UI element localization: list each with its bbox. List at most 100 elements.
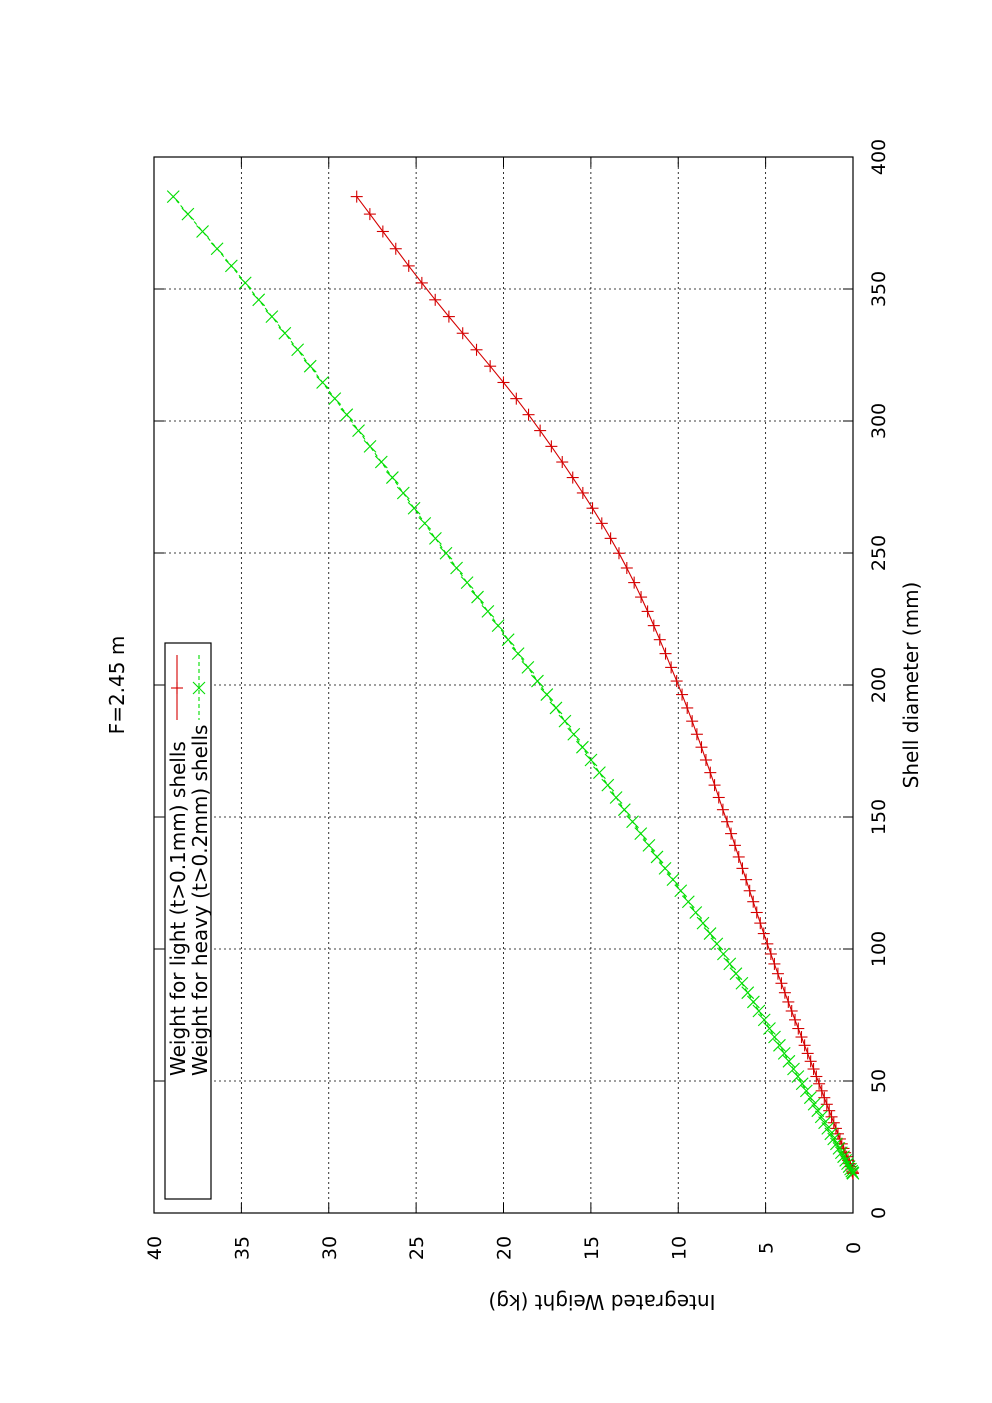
marker-stroke	[807, 1097, 821, 1111]
marker-stroke	[741, 986, 755, 1000]
data-point	[681, 895, 695, 909]
marker-stroke	[439, 546, 453, 560]
y-tick-label: 10	[668, 1236, 690, 1260]
data-point	[659, 647, 672, 660]
data-point	[842, 1160, 856, 1173]
data-point	[732, 850, 745, 863]
data-point	[803, 1091, 817, 1105]
data-point	[278, 326, 292, 340]
marker-stroke	[238, 276, 252, 290]
data-point	[665, 661, 678, 674]
marker-stroke	[192, 681, 206, 695]
y-tick-label: 0	[843, 1242, 865, 1254]
data-point	[754, 917, 767, 930]
data-point	[676, 688, 689, 701]
marker-stroke	[303, 359, 317, 373]
marker-stroke	[265, 310, 279, 323]
data-point	[814, 1110, 828, 1124]
data-point	[316, 376, 330, 389]
data-point	[752, 1004, 766, 1018]
data-point	[620, 561, 633, 574]
data-point	[841, 1157, 854, 1171]
data-point	[460, 576, 474, 589]
data-point	[695, 741, 708, 754]
x-axis-label: Shell diameter (mm)	[899, 582, 923, 789]
data-point	[511, 647, 525, 661]
marker-stroke	[799, 1084, 813, 1098]
data-point	[717, 947, 730, 961]
y-tick-label: 35	[231, 1236, 253, 1260]
x-tick-labels: 0 50 100 150 200 250 300 350 400	[868, 139, 890, 1219]
data-point	[761, 937, 774, 950]
data-point	[641, 605, 654, 618]
data-point	[442, 310, 455, 323]
data-point	[593, 766, 606, 780]
data-point	[689, 906, 703, 919]
marker-stroke	[252, 293, 266, 307]
x-tick-label: 0	[868, 1207, 890, 1219]
marker-stroke	[795, 1077, 809, 1091]
data-point	[740, 873, 753, 886]
data-point	[210, 242, 224, 256]
marker-stroke	[558, 714, 572, 728]
data-point	[696, 916, 710, 930]
marker-stroke	[291, 343, 305, 357]
data-point	[823, 1104, 836, 1117]
data-point	[728, 839, 741, 852]
marker-stroke	[617, 803, 631, 817]
data-point	[710, 937, 724, 951]
data-point	[456, 327, 469, 340]
marker-stroke	[729, 967, 743, 981]
data-point	[795, 1031, 808, 1044]
data-point	[804, 1055, 817, 1068]
data-point	[407, 501, 421, 515]
data-point	[470, 343, 483, 356]
data-point	[181, 207, 195, 221]
data-point	[801, 1047, 814, 1060]
marker-stroke	[689, 906, 703, 919]
data-point	[481, 605, 495, 618]
data-point	[650, 850, 664, 864]
data-point	[792, 1022, 805, 1035]
data-point	[750, 906, 763, 919]
data-point	[586, 502, 599, 515]
marker-stroke	[181, 207, 195, 221]
marker-stroke	[481, 605, 495, 618]
data-point	[807, 1097, 821, 1111]
data-point	[558, 714, 572, 728]
data-point	[418, 516, 432, 530]
data-point	[757, 1013, 771, 1027]
marker-stroke	[818, 1116, 831, 1130]
x-tick-label: 350	[868, 271, 890, 307]
data-point	[374, 455, 388, 469]
marker-stroke	[777, 1047, 791, 1060]
data-point	[818, 1091, 831, 1104]
y-tick-label: 40	[144, 1236, 166, 1260]
marker-stroke	[773, 1038, 786, 1052]
chart-title: F=2.45 m	[105, 636, 129, 735]
data-point	[811, 1104, 825, 1118]
data-point	[491, 619, 505, 633]
marker-stroke	[374, 455, 388, 469]
marker-stroke	[609, 791, 623, 804]
grid-lines	[154, 157, 853, 1213]
data-point	[813, 1077, 826, 1090]
legend-sample-marker	[171, 682, 183, 694]
marker-stroke	[723, 957, 737, 971]
data-point	[626, 815, 639, 829]
data-point	[820, 1098, 833, 1111]
data-point	[328, 392, 342, 406]
data-point	[635, 591, 648, 604]
data-point	[741, 986, 755, 1000]
marker-stroke	[658, 861, 672, 875]
x-tick-label: 100	[868, 931, 890, 967]
data-point	[686, 715, 699, 728]
marker-stroke	[839, 1153, 853, 1167]
marker-stroke	[696, 916, 710, 930]
data-point	[674, 884, 688, 898]
data-point	[747, 895, 760, 908]
y-tick-label: 30	[319, 1236, 341, 1260]
legend-sample-marker	[192, 681, 206, 695]
data-point	[729, 967, 743, 981]
data-point	[531, 674, 544, 688]
